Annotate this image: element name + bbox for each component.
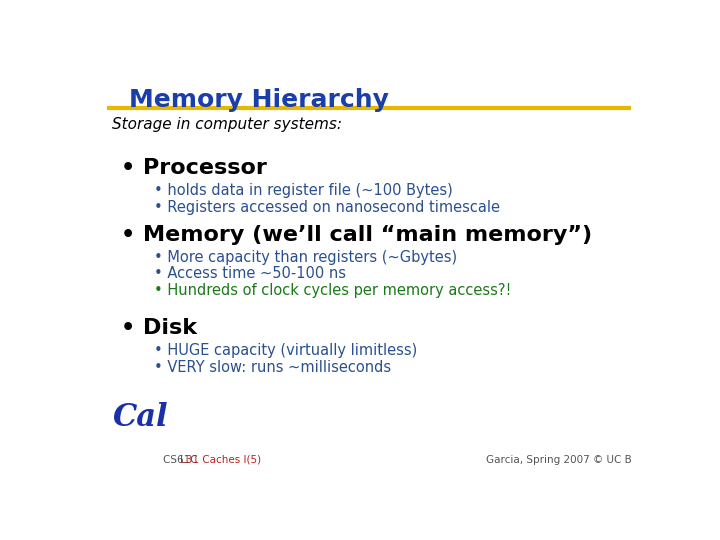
Text: Garcia, Spring 2007 © UC B: Garcia, Spring 2007 © UC B (485, 455, 631, 465)
Text: CS61C: CS61C (163, 455, 200, 465)
Text: • Hundreds of clock cycles per memory access?!: • Hundreds of clock cycles per memory ac… (154, 283, 511, 298)
Text: • HUGE capacity (virtually limitless): • HUGE capacity (virtually limitless) (154, 343, 418, 359)
Text: Cal: Cal (112, 402, 168, 433)
Text: • holds data in register file (~100 Bytes): • holds data in register file (~100 Byte… (154, 183, 453, 198)
Text: • Processor: • Processor (121, 158, 266, 178)
Text: • Disk: • Disk (121, 319, 197, 339)
Text: • VERY slow: runs ~milliseconds: • VERY slow: runs ~milliseconds (154, 360, 391, 375)
Text: • Registers accessed on nanosecond timescale: • Registers accessed on nanosecond times… (154, 200, 500, 215)
Text: • Access time ~50-100 ns: • Access time ~50-100 ns (154, 266, 346, 281)
Text: • More capacity than registers (~Gbytes): • More capacity than registers (~Gbytes) (154, 250, 457, 265)
Text: • Memory (we’ll call “main memory”): • Memory (we’ll call “main memory”) (121, 225, 592, 245)
Text: Storage in computer systems:: Storage in computer systems: (112, 117, 342, 132)
Text: Memory Hierarchy: Memory Hierarchy (129, 87, 389, 112)
Text: L31 Caches I(5): L31 Caches I(5) (180, 455, 261, 465)
